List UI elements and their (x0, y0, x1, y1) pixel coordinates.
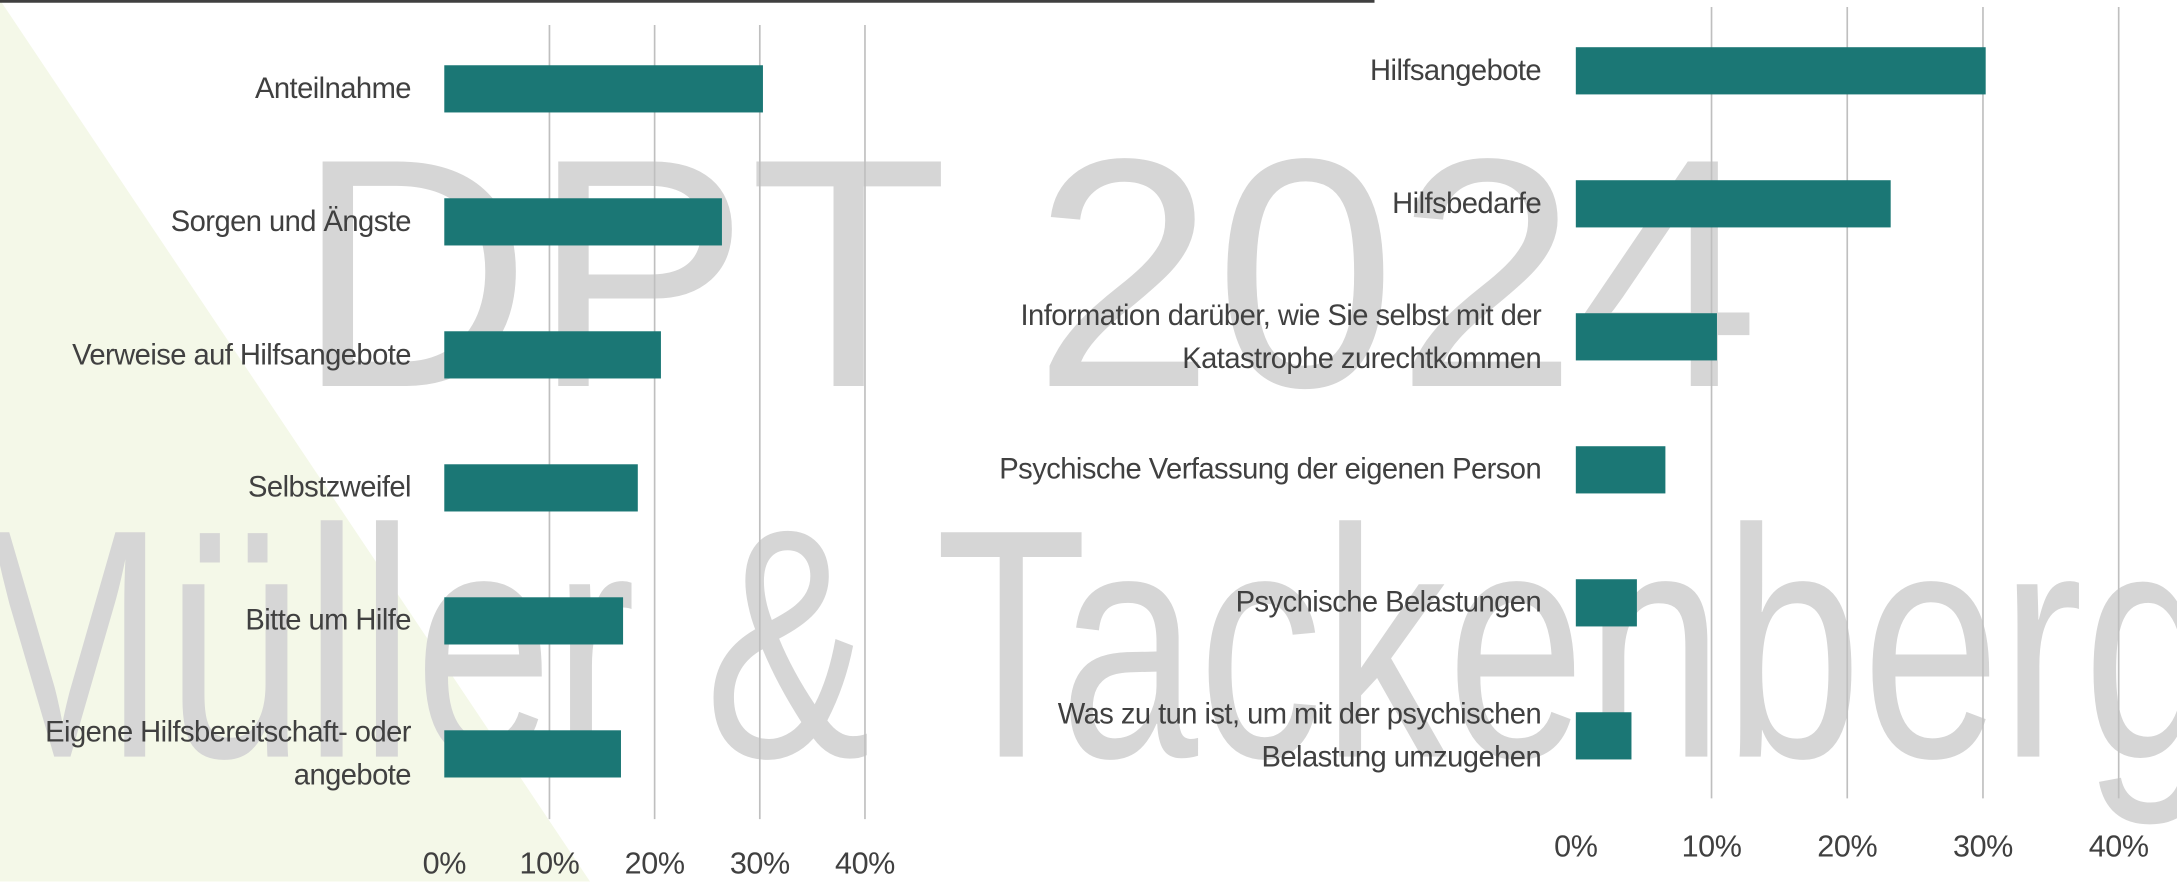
category-label: Hilfsbedarfe (1392, 187, 1542, 220)
bar (444, 65, 763, 113)
category-label: Eigene Hilfsbereitschaft- oder angebote (45, 716, 411, 792)
x-tick-label: 30% (729, 845, 790, 881)
category-label: Bitte um Hilfe (245, 604, 411, 637)
bar (444, 198, 722, 246)
x-tick-label: 20% (624, 845, 685, 881)
x-tick-label: 40% (2088, 828, 2149, 864)
bar (1575, 47, 1986, 95)
category-label: Anteilnahme (254, 72, 412, 105)
bar (1575, 712, 1632, 760)
category-label: Psychische Verfassung der eigenen Person (999, 453, 1542, 486)
category-label: Verweise auf Hilfsangebote (72, 338, 411, 371)
watermark-text: Müller & Tackenberg (0, 463, 2177, 828)
x-tick-label: 10% (519, 845, 580, 881)
bar (1575, 180, 1891, 228)
x-tick-label: 30% (1953, 828, 2013, 864)
bar (444, 730, 621, 778)
category-label: Information darüber, wie Sie selbst mit … (1020, 299, 1542, 375)
bar (1575, 446, 1666, 494)
x-tick-label: 0% (422, 845, 467, 881)
x-tick-label: 10% (1681, 828, 1742, 864)
x-tick-label: 0% (1554, 828, 1598, 864)
bar (444, 331, 661, 379)
category-label: Hilfsangebote (1370, 54, 1542, 87)
watermark: DPT 2024 Müller & Tackenberg (0, 92, 2177, 828)
bar (444, 464, 638, 512)
watermark-text: DPT 2024 (296, 92, 1759, 456)
x-tick-label: 40% (835, 845, 895, 881)
bar (1575, 313, 1717, 361)
category-label: Psychische Belastungen (1235, 586, 1542, 619)
category-label: Selbstzweifel (248, 471, 411, 504)
category-label: Was zu tun ist, um mit der psychischen B… (1057, 698, 1542, 774)
x-tick-label: 20% (1817, 828, 1878, 864)
category-label: Sorgen und Ängste (170, 205, 412, 238)
bar (444, 597, 624, 645)
bar (1575, 579, 1637, 627)
